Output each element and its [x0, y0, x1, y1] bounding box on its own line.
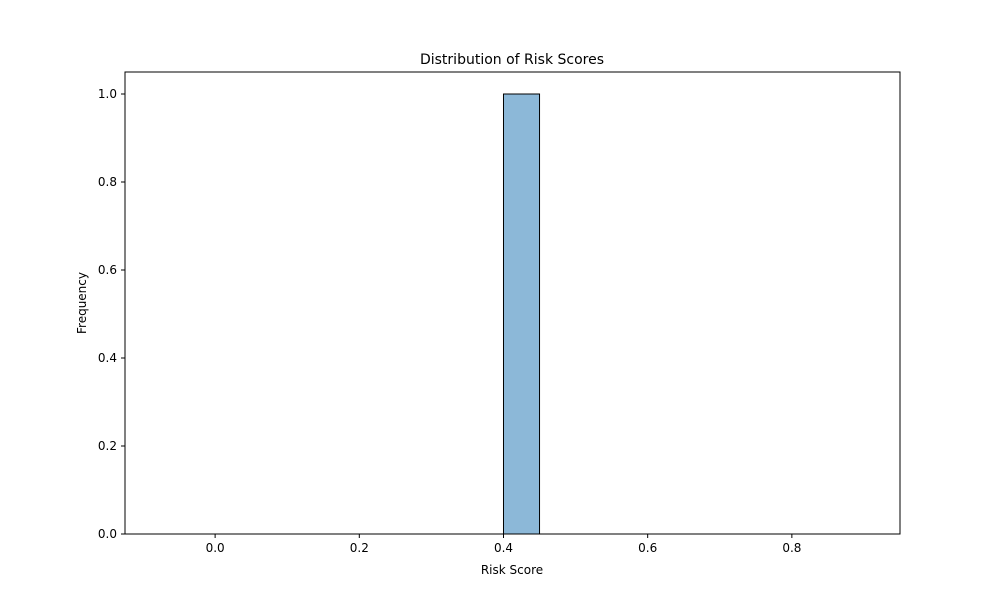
y-tick-label: 0.6 — [98, 263, 117, 277]
histogram-bar-0 — [502, 93, 541, 535]
y-tick-label: 0.8 — [98, 175, 117, 189]
y-tick-label: 0.4 — [98, 351, 117, 365]
bars-layer — [502, 93, 541, 535]
y-axis-label: Frequency — [75, 272, 89, 334]
y-axis-ticks: 0.0 0.2 0.4 0.6 0.8 1.0 — [98, 87, 125, 541]
y-tick-label: 1.0 — [98, 87, 117, 101]
chart-title: Distribution of Risk Scores — [420, 52, 604, 68]
x-tick-label: 0.2 — [350, 541, 369, 555]
plot-frame — [124, 71, 901, 535]
x-tick-label: 0.0 — [206, 541, 225, 555]
y-tick-label: 0.2 — [98, 439, 117, 453]
x-tick-label: 0.4 — [494, 541, 513, 555]
x-tick-label: 0.8 — [782, 541, 801, 555]
x-axis-label: Risk Score — [481, 563, 543, 577]
x-axis-ticks: 0.0 0.2 0.4 0.6 0.8 — [206, 534, 801, 555]
y-tick-label: 0.0 — [98, 527, 117, 541]
x-tick-label: 0.6 — [638, 541, 657, 555]
